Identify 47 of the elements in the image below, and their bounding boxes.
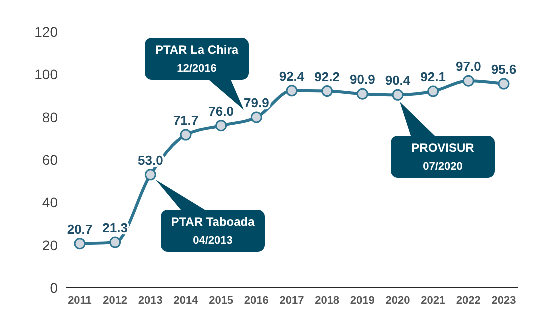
data-label: 90.9 (350, 72, 376, 88)
x-tick-label: 2014 (174, 294, 200, 307)
point (110, 236, 122, 248)
point (392, 89, 404, 101)
data-label: 92.1 (420, 70, 446, 85)
data-label: 90.4 (385, 73, 412, 88)
data-label: 76.0 (208, 104, 234, 119)
x-tick-label: 2012 (103, 294, 128, 307)
point (286, 85, 298, 97)
annotation: PROVISUR 07/2020 (412, 141, 475, 173)
data-label: 71.7 (173, 113, 199, 128)
data-label: 97.0 (456, 59, 482, 74)
y-tick-label: 60 (42, 152, 58, 168)
y-tick-label: 80 (42, 109, 58, 126)
point (356, 88, 368, 100)
x-tick-label: 2013 (138, 294, 163, 307)
annotation: PTAR Taboada 04/2013 (171, 215, 256, 247)
y-tick-label: 0 (50, 280, 58, 296)
point (462, 75, 474, 87)
data-label: 92.4 (279, 68, 306, 84)
x-tick-label: 2011 (68, 294, 92, 307)
data-label: 95.6 (491, 62, 517, 78)
point (498, 78, 510, 90)
point (216, 120, 228, 132)
x-tick-label: 2016 (244, 294, 269, 307)
x-tick-label: 2019 (350, 294, 375, 307)
annotation: PTAR La Chira 12/2016 (155, 43, 239, 75)
x-tick-label: 2020 (386, 294, 410, 307)
x-tick-label: 2015 (209, 294, 234, 307)
point (250, 112, 262, 124)
data-label: 20.7 (67, 222, 93, 237)
y-tick-label: 20 (42, 237, 58, 254)
data-label: 79.9 (244, 96, 270, 111)
y-tick-label: 40 (42, 194, 58, 211)
x-tick-label: 2018 (315, 294, 340, 307)
x-tick-label: 2022 (456, 294, 481, 307)
point (428, 86, 440, 98)
y-tick-label: 120 (34, 24, 58, 40)
point (74, 238, 86, 250)
x-tick-label: 2021 (421, 294, 446, 307)
x-tick-label: 2017 (280, 294, 304, 307)
x-tick-label: 2023 (492, 294, 516, 307)
y-tick-label: 100 (34, 66, 58, 83)
point (180, 129, 192, 141)
point (144, 169, 156, 181)
point (322, 86, 334, 98)
data-label: 92.2 (314, 69, 340, 84)
